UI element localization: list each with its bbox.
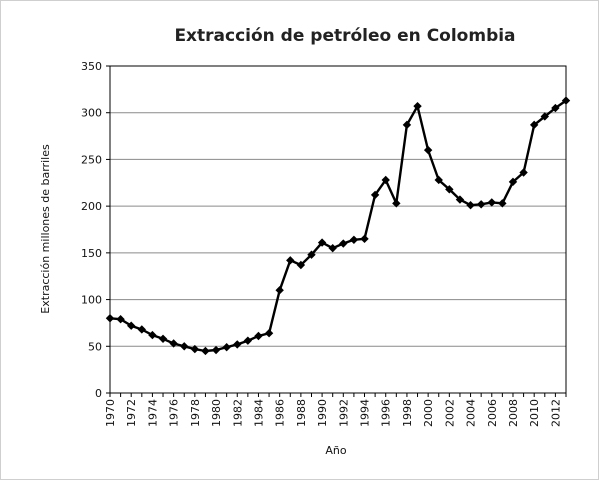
x-axis-ticks: 1970 1972 1974 1976 1978 1980 1982 1984 1986 1988… xyxy=(104,393,567,427)
x-tick-label: 2004 xyxy=(465,399,478,427)
data-point xyxy=(561,96,571,105)
x-tick-label: 1976 xyxy=(168,399,181,427)
y-axis-ticks: 0 50 100 150 200 250 300 350 xyxy=(81,60,110,400)
data-point xyxy=(402,120,412,130)
data-point xyxy=(201,346,210,356)
data-point xyxy=(445,185,454,194)
x-tick-label: 1974 xyxy=(146,399,159,427)
y-tick-label: 350 xyxy=(81,60,102,73)
x-tick-label: 1972 xyxy=(125,399,138,427)
data-point xyxy=(307,250,316,259)
x-tick-label: 2010 xyxy=(528,399,541,427)
data-point xyxy=(328,243,337,253)
data-point xyxy=(264,329,274,338)
data-point xyxy=(349,235,359,244)
x-tick-label: 1988 xyxy=(295,399,308,427)
data-point xyxy=(360,234,369,244)
x-tick-label: 1978 xyxy=(189,399,202,427)
x-tick-label: 1990 xyxy=(316,399,329,427)
data-point xyxy=(211,345,221,355)
data-point xyxy=(158,334,168,344)
data-point xyxy=(286,256,295,265)
data-point xyxy=(392,199,401,208)
data-point xyxy=(487,198,496,207)
x-tick-label: 1992 xyxy=(337,399,350,427)
x-tick-label: 1980 xyxy=(210,399,223,427)
data-point xyxy=(519,168,528,177)
data-point xyxy=(116,314,125,324)
data-point xyxy=(339,239,348,248)
x-tick-label: 1994 xyxy=(359,399,372,427)
data-point xyxy=(137,325,147,334)
y-tick-label: 200 xyxy=(81,200,102,213)
data-point xyxy=(105,314,115,323)
data-point xyxy=(413,101,422,111)
data-point xyxy=(381,175,390,185)
x-axis-label: Año xyxy=(325,444,346,457)
data-point xyxy=(455,195,465,204)
series-extraccion xyxy=(105,96,571,356)
data-point xyxy=(434,175,443,185)
y-tick-label: 150 xyxy=(81,247,102,260)
data-point xyxy=(540,112,549,121)
data-point xyxy=(222,343,231,352)
data-point xyxy=(148,330,157,340)
x-tick-label: 1996 xyxy=(380,399,393,427)
data-point xyxy=(190,344,200,354)
data-point xyxy=(243,336,253,345)
chart-title: Extracción de petróleo en Colombia xyxy=(174,26,515,46)
x-tick-label: 2012 xyxy=(549,399,562,427)
x-tick-label: 1984 xyxy=(252,399,265,427)
x-tick-label: 2008 xyxy=(507,399,520,427)
y-tick-label: 0 xyxy=(95,387,102,400)
y-tick-label: 50 xyxy=(88,340,102,353)
x-tick-label: 2002 xyxy=(443,399,456,427)
data-point xyxy=(508,177,518,187)
data-point xyxy=(476,200,486,209)
data-point xyxy=(254,331,263,341)
data-point xyxy=(466,201,475,210)
x-tick-label: 1982 xyxy=(231,399,244,427)
y-axis-label: Extracción millones de barriles xyxy=(39,144,52,314)
data-point xyxy=(127,321,136,330)
y-tick-label: 250 xyxy=(81,153,102,166)
x-tick-label: 2000 xyxy=(422,399,435,427)
data-point xyxy=(180,342,189,351)
data-point xyxy=(423,145,433,155)
data-point xyxy=(317,238,327,247)
data-point xyxy=(169,339,178,348)
data-point xyxy=(551,103,560,113)
data-point xyxy=(296,260,306,270)
data-point xyxy=(529,120,539,130)
x-tick-label: 1970 xyxy=(104,399,117,427)
x-tick-label: 1986 xyxy=(274,399,287,427)
x-tick-label: 1998 xyxy=(401,399,414,427)
x-tick-label: 2006 xyxy=(486,399,499,427)
data-point xyxy=(370,190,380,200)
y-tick-label: 300 xyxy=(81,107,102,120)
data-point xyxy=(233,340,242,349)
y-tick-label: 100 xyxy=(81,294,102,307)
plot-area xyxy=(109,65,567,394)
data-point xyxy=(498,199,507,208)
data-point xyxy=(275,286,284,295)
series-line xyxy=(109,99,567,353)
